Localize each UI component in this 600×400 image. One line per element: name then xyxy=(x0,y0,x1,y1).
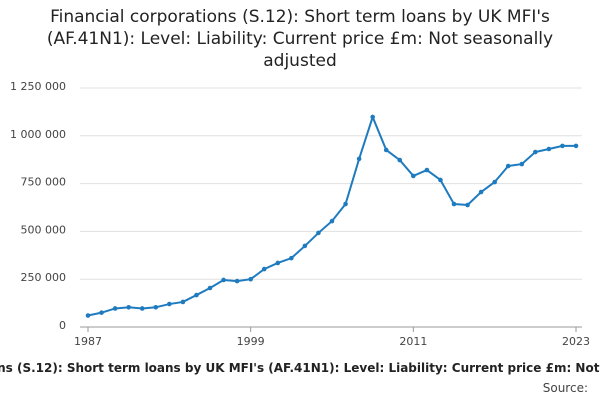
point xyxy=(533,149,538,155)
point xyxy=(234,278,240,284)
y-tick-label: 500 000 xyxy=(21,223,67,236)
y-tick-label: 250 000 xyxy=(21,271,67,284)
point xyxy=(275,260,281,266)
point xyxy=(492,179,497,185)
point xyxy=(261,266,267,272)
point xyxy=(112,306,118,311)
point xyxy=(343,201,348,207)
caption: Financial corporations (S.12): Short ter… xyxy=(0,361,600,375)
point xyxy=(451,201,457,207)
point xyxy=(573,143,579,149)
point xyxy=(207,285,213,291)
point xyxy=(139,306,145,311)
x-tick-label: 2023 xyxy=(562,335,590,348)
point xyxy=(221,277,226,283)
y-tick-label: 0 xyxy=(59,319,66,332)
point xyxy=(167,301,172,307)
point xyxy=(180,299,186,305)
point xyxy=(424,167,430,173)
point xyxy=(194,292,199,298)
y-tick-label: 1 000 000 xyxy=(10,128,66,141)
point xyxy=(85,313,91,318)
x-tick-label: 2011 xyxy=(399,335,427,348)
point xyxy=(316,230,321,236)
point xyxy=(248,276,253,282)
point xyxy=(356,156,362,162)
point xyxy=(505,163,511,169)
point xyxy=(329,218,335,224)
point xyxy=(478,189,484,195)
x-tick-label: 1987 xyxy=(74,335,102,348)
line xyxy=(87,114,576,317)
source: Source: xyxy=(542,381,588,395)
chart-title: Financial corporations (S.12): Short ter… xyxy=(46,7,554,71)
point xyxy=(465,202,470,208)
point xyxy=(397,157,403,163)
y-tick-label: 750 000 xyxy=(21,176,67,189)
point xyxy=(560,143,565,149)
x-tick-label: 1999 xyxy=(237,335,265,348)
point xyxy=(383,147,389,153)
point xyxy=(302,243,308,249)
point xyxy=(411,173,416,179)
point xyxy=(438,177,443,183)
point xyxy=(126,305,131,310)
point xyxy=(153,305,159,310)
y-tick-label: 1 250 000 xyxy=(10,80,66,93)
point xyxy=(370,114,375,120)
point xyxy=(289,255,294,261)
point xyxy=(519,161,525,167)
point xyxy=(99,310,104,315)
point xyxy=(546,146,552,152)
